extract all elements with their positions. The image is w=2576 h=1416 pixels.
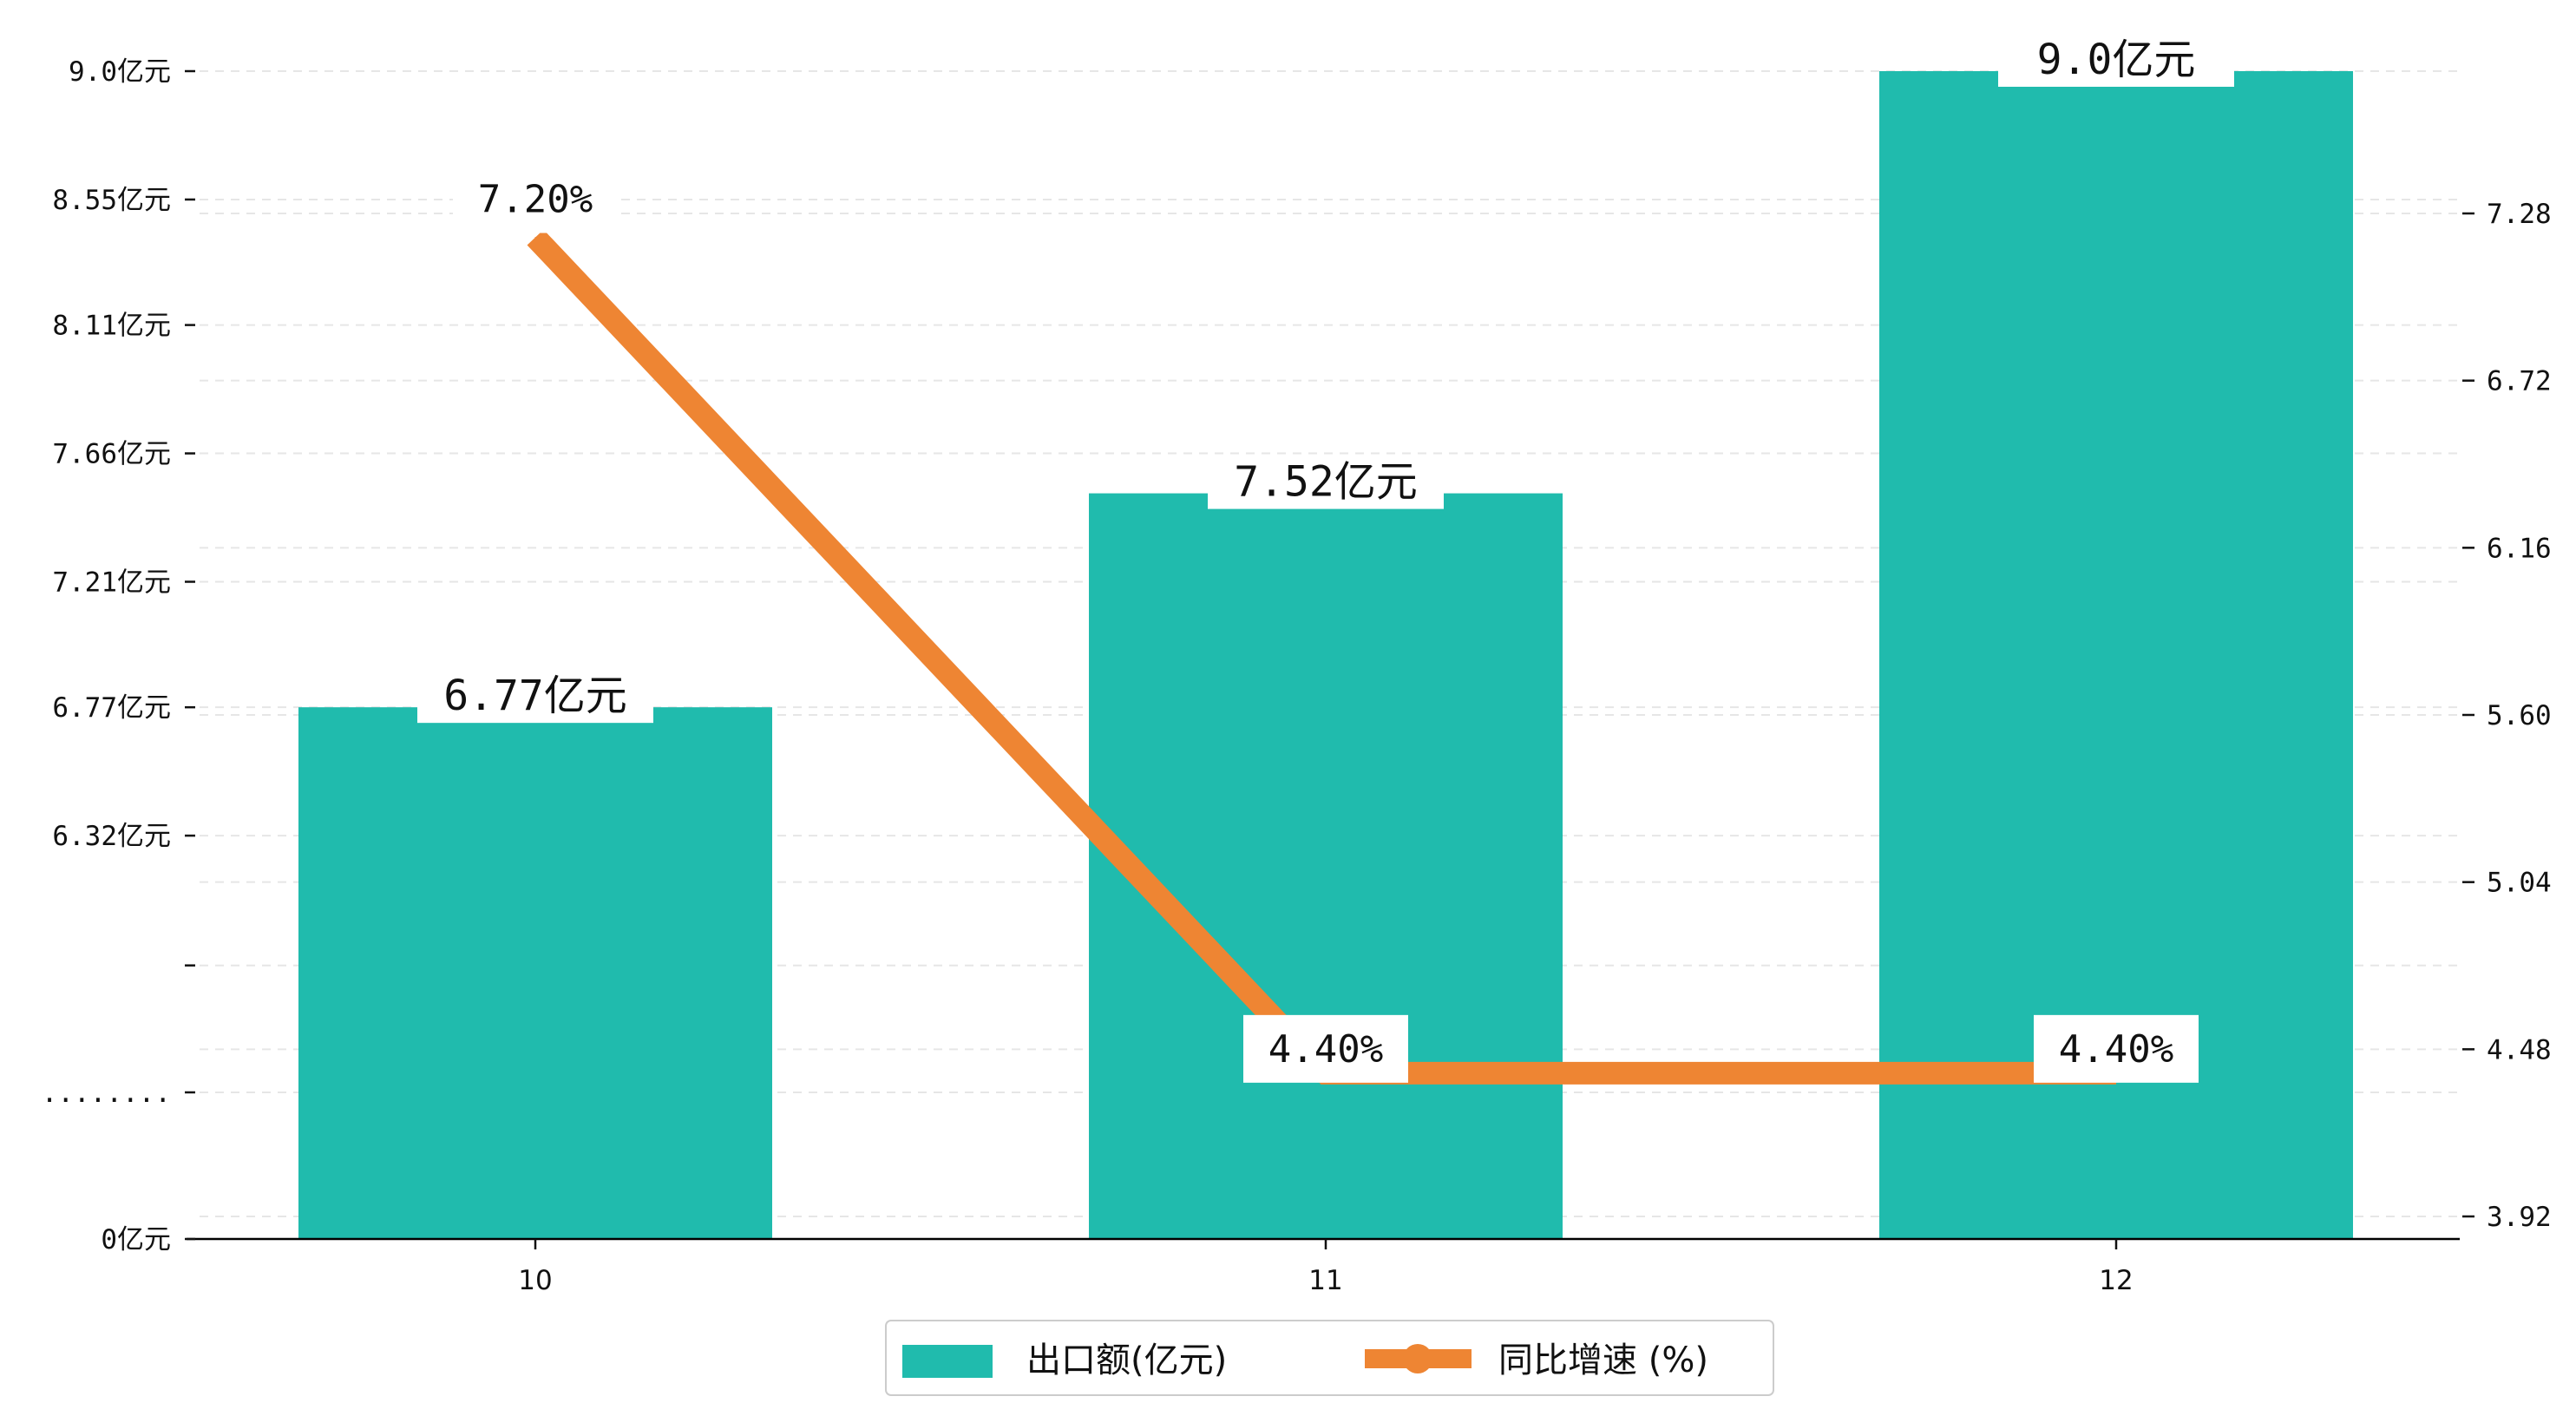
x-tick-label: 10	[518, 1265, 552, 1296]
bar-11	[1089, 493, 1563, 1239]
bar-value-label: 6.77亿元	[443, 672, 627, 720]
y-left-tick-label: 7.21亿元	[52, 567, 171, 599]
bar-value-label: 9.0亿元	[2037, 36, 2196, 84]
legend-marker	[1403, 1344, 1432, 1373]
bar-series	[298, 71, 2353, 1239]
bar-label-box	[417, 672, 653, 724]
y-left-tick-label: 8.11亿元	[52, 311, 171, 342]
line-label-box	[2034, 1014, 2199, 1083]
legend-label-bar: 出口额(亿元)	[1026, 1341, 1227, 1380]
line-value-label: 4.40%	[2059, 1027, 2173, 1072]
line-label-box	[1243, 1014, 1408, 1083]
line-point-10	[534, 237, 536, 239]
y-left-tick-label: 9.0亿元	[69, 56, 171, 88]
y-left-tick-label: 0亿元	[101, 1224, 171, 1255]
y-left-tick-label: 8.55亿元	[52, 185, 171, 216]
y-right-tick-label: 5.04	[2487, 868, 2552, 899]
y-right-tick-label: 6.72	[2487, 366, 2552, 397]
y-left-tick-label: 6.32亿元	[52, 821, 171, 852]
y-left-tick-label: ........	[42, 1078, 171, 1109]
y-left-tick-label: 7.66亿元	[52, 439, 171, 470]
line-label-box	[453, 165, 618, 233]
bar-value-label: 7.52亿元	[1234, 458, 1418, 507]
axes: 0亿元........ 6.32亿元 6.77亿元 7.21亿元 7.66亿元 8.11亿…	[42, 56, 2552, 1296]
y-right-tick-label: 3.92	[2487, 1202, 2552, 1233]
bar-label-box	[1208, 458, 1444, 509]
y-right-tick-label: 5.60	[2487, 700, 2552, 731]
y-right-tick-label: 6.16	[2487, 533, 2552, 564]
y-left-tick-label: 6.77亿元	[52, 692, 171, 724]
bar-label-box	[1998, 36, 2234, 87]
legend-swatch-bar	[902, 1345, 993, 1378]
x-tick-label: 12	[2099, 1265, 2133, 1296]
x-tick-label: 11	[1308, 1265, 1342, 1296]
y-right-tick-label: 7.28	[2487, 199, 2552, 230]
legend-box	[885, 1320, 1774, 1396]
line-value-label: 7.20%	[478, 178, 593, 222]
y-right-tick-label: 4.48	[2487, 1034, 2552, 1065]
legend: 出口额(亿元) 同比增速 (%)	[885, 1320, 1774, 1396]
data-labels: 6.77亿元 7.52亿元 9.0亿元 7.20% 4.40% 4.40%	[417, 36, 2234, 1083]
line-value-label: 4.40%	[1268, 1027, 1383, 1072]
legend-label-line: 同比增速 (%)	[1498, 1341, 1708, 1380]
bar-10	[298, 707, 772, 1239]
